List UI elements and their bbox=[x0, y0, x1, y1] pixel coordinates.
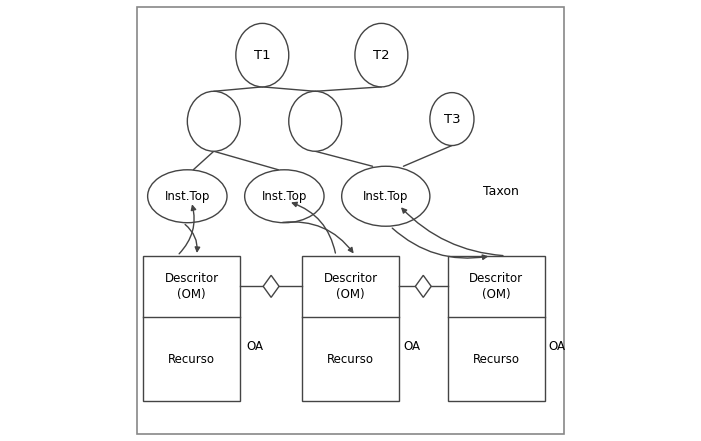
Text: OA: OA bbox=[548, 340, 565, 353]
Text: Recurso: Recurso bbox=[472, 353, 519, 366]
Text: Inst.Top: Inst.Top bbox=[261, 190, 307, 203]
Ellipse shape bbox=[430, 93, 474, 146]
Polygon shape bbox=[415, 275, 431, 297]
Text: T3: T3 bbox=[444, 112, 461, 126]
Ellipse shape bbox=[236, 23, 289, 87]
Text: Taxon: Taxon bbox=[483, 185, 519, 198]
Text: OA: OA bbox=[403, 340, 421, 353]
Text: Inst.Top: Inst.Top bbox=[165, 190, 210, 203]
Text: T1: T1 bbox=[254, 49, 271, 62]
Text: Recurso: Recurso bbox=[168, 353, 215, 366]
Bar bbox=[143, 256, 240, 401]
Text: T2: T2 bbox=[373, 49, 390, 62]
Text: Descritor
(OM): Descritor (OM) bbox=[469, 272, 523, 301]
Bar bbox=[447, 256, 545, 401]
Ellipse shape bbox=[148, 170, 227, 223]
Bar bbox=[302, 256, 399, 401]
Ellipse shape bbox=[187, 91, 240, 151]
Ellipse shape bbox=[355, 23, 408, 87]
Text: Inst.Top: Inst.Top bbox=[363, 190, 409, 203]
Text: Descritor
(OM): Descritor (OM) bbox=[165, 272, 219, 301]
Text: Recurso: Recurso bbox=[327, 353, 374, 366]
Text: OA: OA bbox=[247, 340, 264, 353]
Text: Descritor
(OM): Descritor (OM) bbox=[323, 272, 378, 301]
Ellipse shape bbox=[245, 170, 324, 223]
Polygon shape bbox=[263, 275, 279, 297]
Ellipse shape bbox=[289, 91, 341, 151]
Ellipse shape bbox=[341, 166, 430, 226]
